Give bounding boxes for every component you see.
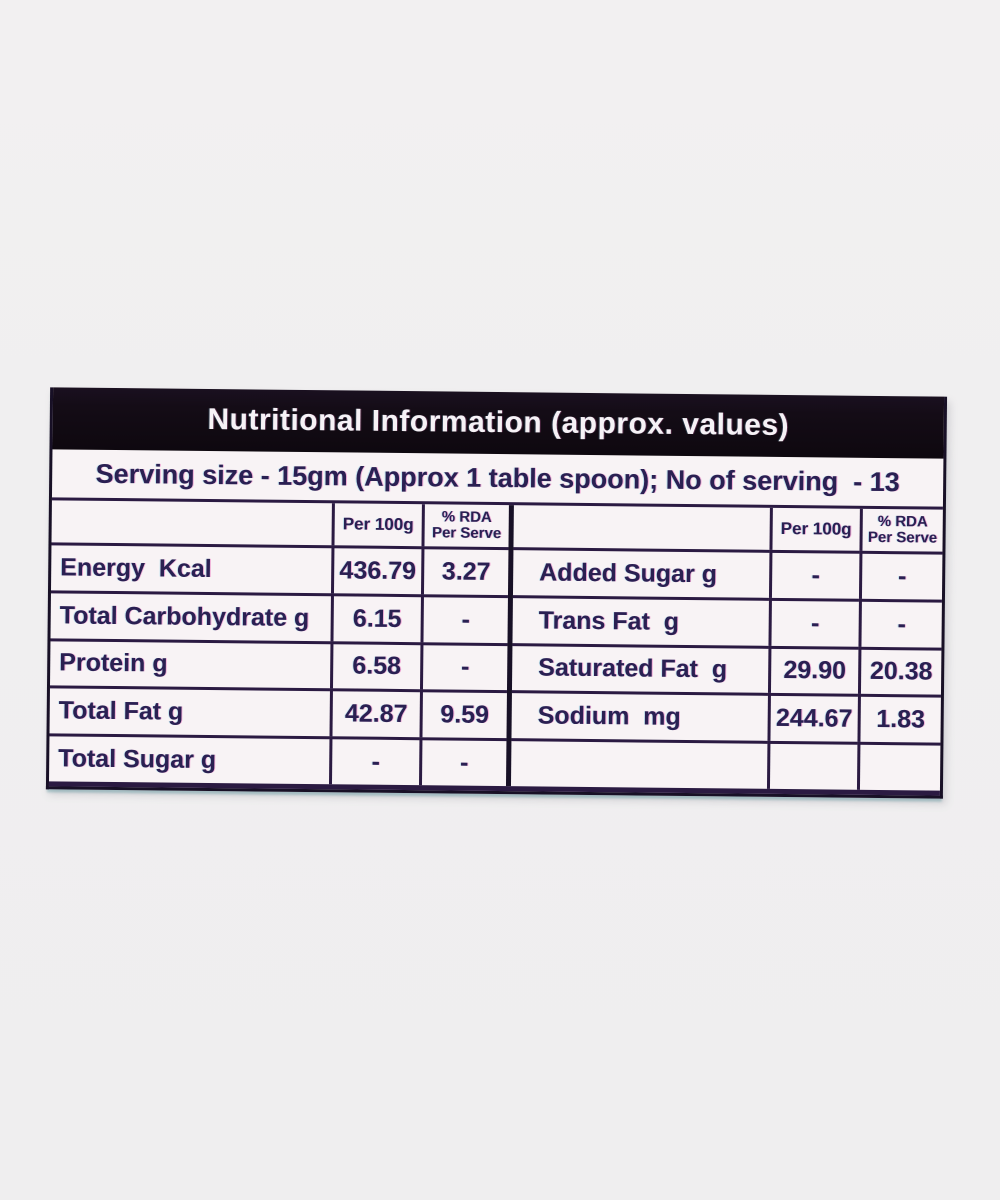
row-value-carbohydrate-rda: - [420,594,508,643]
row-name-energy: Energy Kcal [51,542,332,594]
row-value-added-sugar-per100g: - [768,549,860,599]
row-name-empty [510,738,768,789]
nutrition-label: Nutritional Information (approx. values)… [45,387,948,799]
row-value-energy-per100g: 436.79 [330,545,422,595]
row-value-total-sugar-per100g: - [328,736,420,786]
nutrition-tables: Per 100g % RDA Per Serve Energy Kcal 436… [48,497,943,796]
label-title-bar: Nutritional Information (approx. values) [52,387,945,459]
row-value-total-fat-rda: 9.59 [419,689,507,739]
serving-info-text: Serving size - 15gm (Approx 1 table spoo… [95,458,900,497]
row-value-sodium-per100g: 244.67 [767,693,858,742]
row-value-energy-rda: 3.27 [420,546,509,595]
row-name-sodium: Sodium mg [511,690,768,742]
row-name-saturated-fat: Saturated Fat g [511,642,769,694]
row-value-trans-fat-per100g: - [768,597,859,647]
header-rda-per-serve: % RDA Per Serve [421,504,509,548]
header-spacer-cell [52,500,332,545]
row-name-added-sugar: Added Sugar g [512,547,770,598]
row-value-sodium-rda: 1.83 [857,694,941,743]
row-name-total-fat: Total Fat g [49,685,330,737]
row-value-protein-rda: - [419,641,508,691]
row-value-empty-rda [856,741,941,791]
row-name-carbohydrate: Total Carbohydrate g [50,590,331,641]
header-spacer-cell [513,505,769,550]
nutrition-table-right: Per 100g % RDA Per Serve Added Sugar g -… [505,505,943,791]
header-rda-per-serve: % RDA Per Serve [859,508,943,552]
row-value-added-sugar-rda: - [858,550,943,600]
label-title: Nutritional Information (approx. values) [207,402,790,443]
header-per-100g: Per 100g [769,507,860,551]
row-value-saturated-fat-per100g: 29.90 [767,645,859,695]
row-name-protein: Protein g [50,637,331,689]
row-value-saturated-fat-rda: 20.38 [857,646,942,696]
row-value-total-sugar-rda: - [418,737,507,787]
row-name-total-sugar: Total Sugar g [49,733,330,785]
row-value-trans-fat-rda: - [858,598,942,648]
header-per-100g: Per 100g [331,503,422,547]
row-value-protein-per100g: 6.58 [329,640,421,690]
row-value-empty-per100g [766,741,858,790]
row-value-total-fat-per100g: 42.87 [329,688,420,738]
row-value-carbohydrate-per100g: 6.15 [330,593,421,642]
nutrition-table-left: Per 100g % RDA Per Serve Energy Kcal 436… [49,500,509,787]
row-name-trans-fat: Trans Fat g [512,594,769,646]
